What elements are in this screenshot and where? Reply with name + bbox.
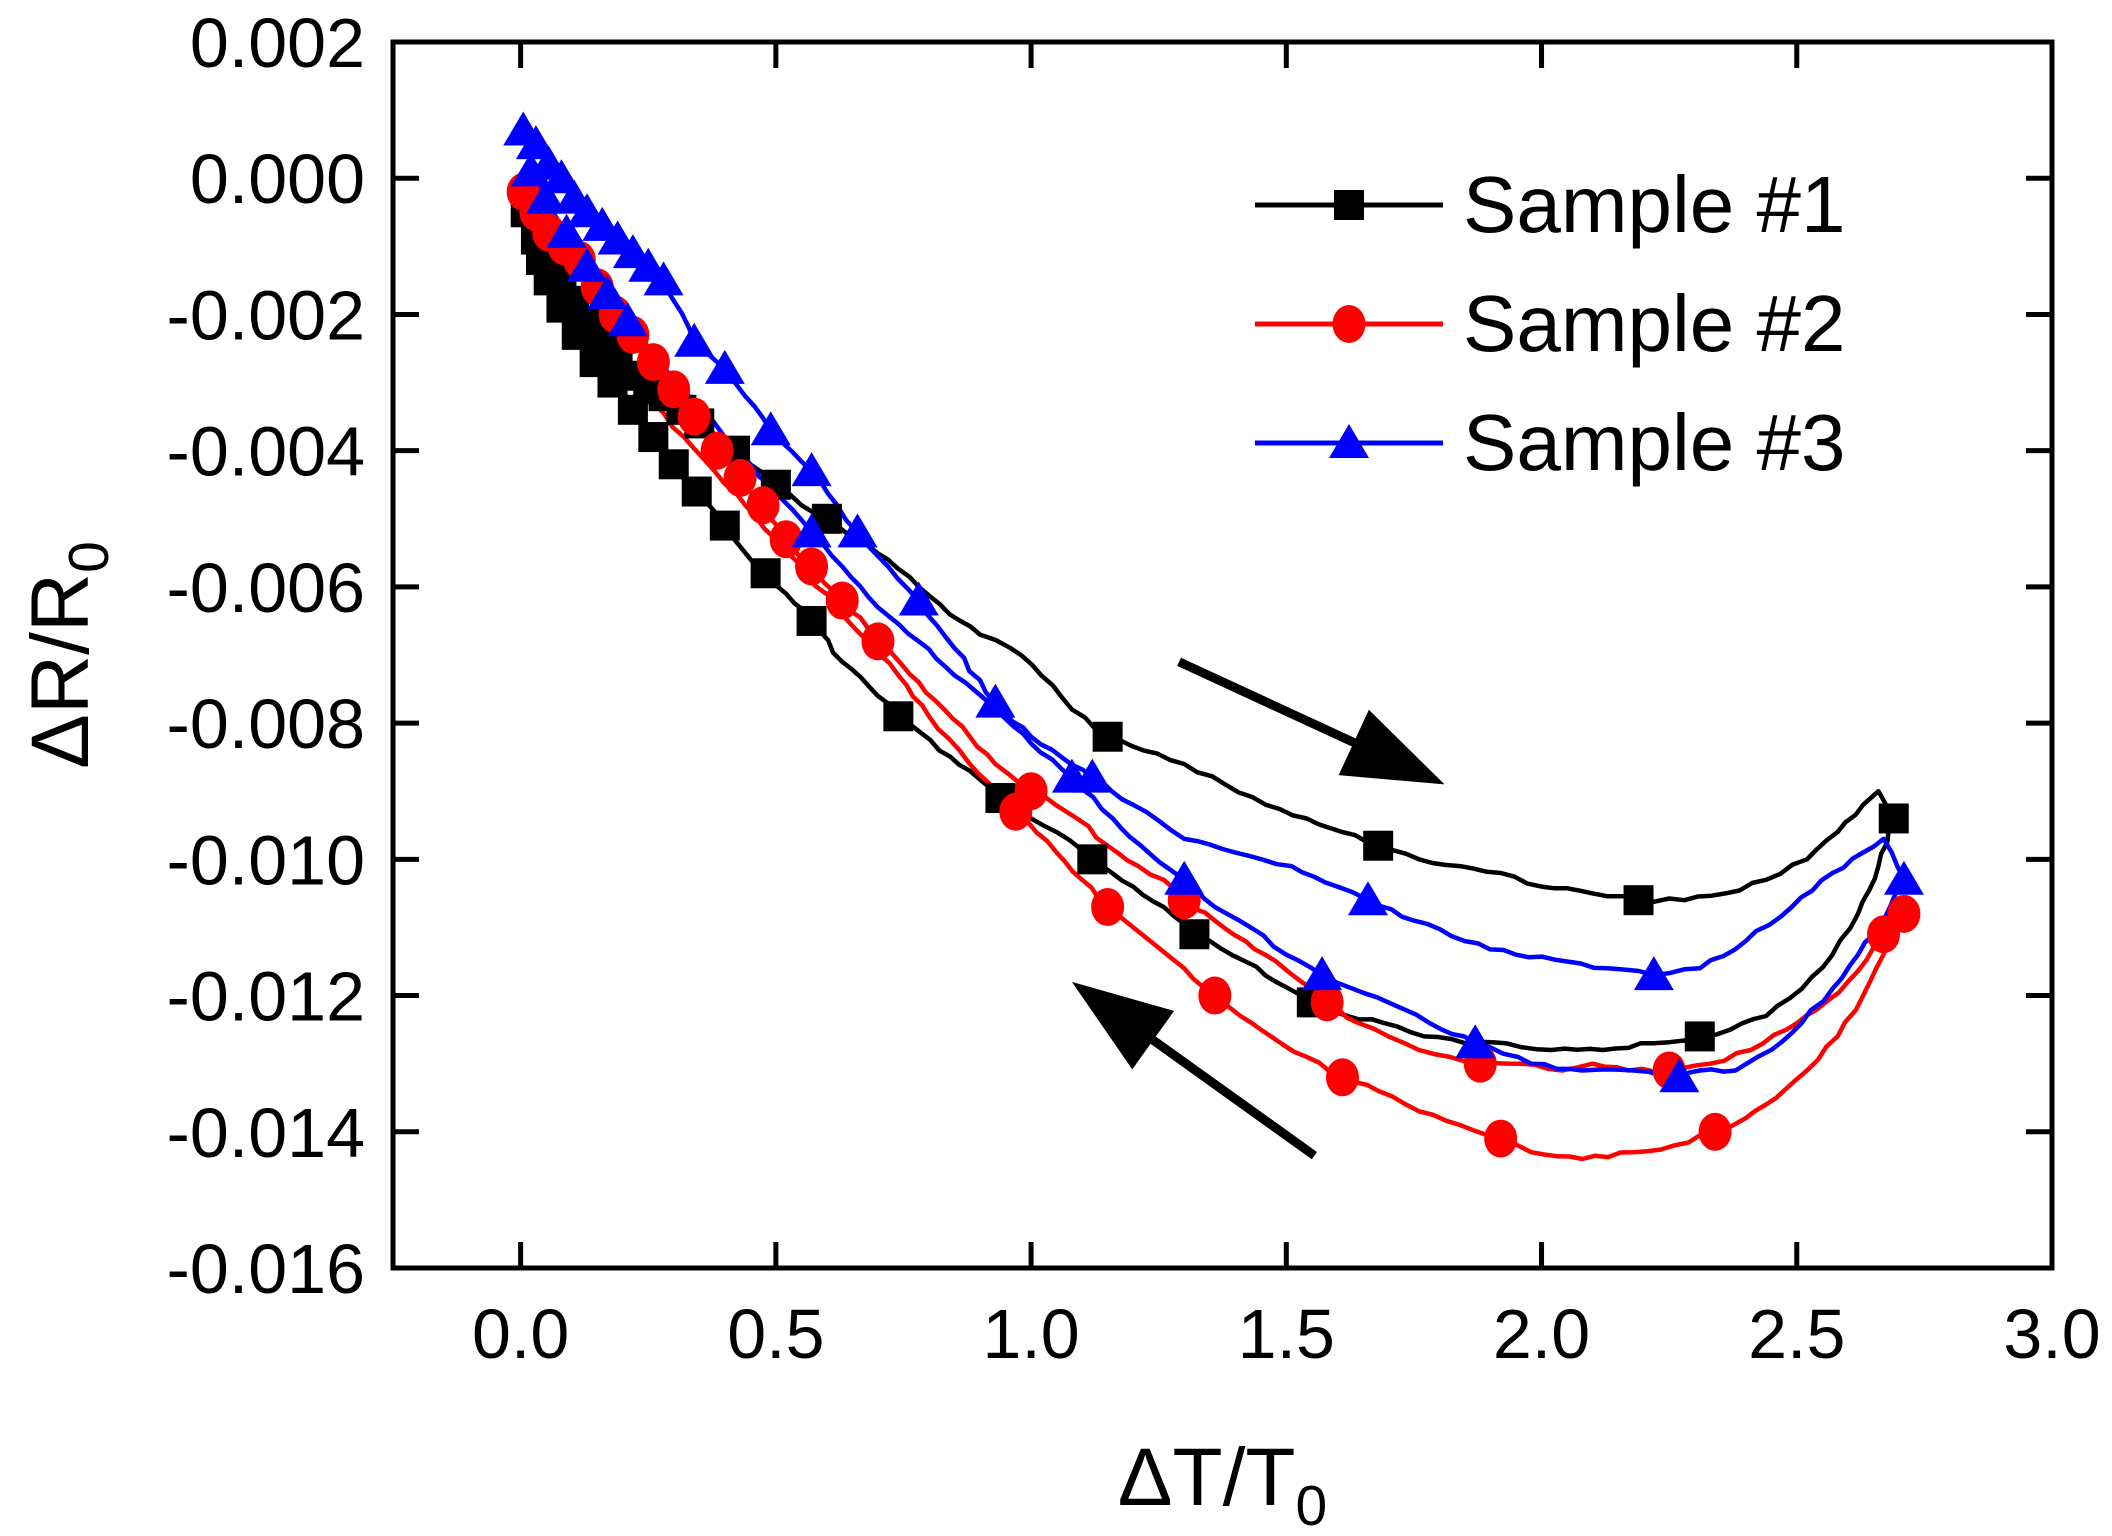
data-marker-square (1363, 830, 1394, 861)
data-marker-circle (1484, 1119, 1518, 1158)
x-tick-label: 3.0 (2003, 1295, 2100, 1373)
data-marker-square (796, 605, 827, 636)
data-marker-square (1092, 721, 1123, 752)
legend-item-sample-2: Sample #2 (1253, 281, 1845, 367)
data-marker-triangle (1051, 758, 1092, 793)
data-marker-triangle (1455, 1024, 1496, 1059)
data-marker-triangle (791, 513, 832, 548)
data-marker-square (1878, 803, 1909, 834)
data-marker-circle (1325, 1058, 1359, 1097)
arrow-head-heating-direction-icon (1338, 709, 1445, 785)
data-marker-square (638, 422, 669, 453)
data-marker-triangle (1633, 956, 1674, 991)
y-tick-label: -0.004 (167, 413, 365, 491)
data-marker-circle (1091, 888, 1125, 927)
legend: Sample #1 Sample #2 Sample #3 (1253, 162, 1845, 486)
y-tick-label: -0.006 (167, 549, 365, 627)
data-marker-triangle (1659, 1058, 1700, 1093)
legend-item-label: Sample #2 (1463, 279, 1846, 368)
x-tick-label: 0.0 (472, 1295, 569, 1373)
legend-item-label: Sample #1 (1463, 160, 1846, 249)
data-marker-square (617, 394, 648, 425)
data-marker-square (1179, 919, 1210, 950)
legend-item-label: Sample #3 (1463, 398, 1846, 487)
x-tick-label: 1.5 (1238, 1295, 1335, 1373)
legend-item-sample-1: Sample #1 (1253, 162, 1845, 248)
data-marker-circle (1198, 976, 1232, 1015)
y-tick-label: -0.016 (167, 1230, 365, 1308)
data-marker-triangle (1164, 860, 1205, 895)
data-marker-circle (795, 547, 829, 586)
data-marker-circle (1887, 894, 1921, 933)
data-marker-circle (723, 458, 757, 497)
data-marker-square (1684, 1021, 1715, 1052)
data-marker-triangle (674, 322, 715, 357)
data-marker-square (750, 558, 781, 589)
y-tick-label: 0.000 (190, 140, 365, 218)
legend-marker-square-icon (1334, 190, 1364, 220)
y-tick-label: -0.014 (167, 1094, 365, 1172)
x-axis-title: ΔT/T0 (1118, 1432, 1327, 1536)
data-marker-square (709, 510, 740, 541)
data-marker-triangle (566, 247, 607, 282)
data-marker-square (658, 449, 689, 480)
data-marker-triangle (587, 275, 628, 310)
data-marker-triangle (643, 261, 684, 296)
legend-marker-triangle-icon (1329, 424, 1369, 458)
data-marker-triangle (1347, 881, 1388, 916)
y-tick-label: -0.008 (167, 685, 365, 763)
data-marker-triangle (975, 683, 1016, 718)
data-marker-square (546, 292, 577, 323)
arrow-line-heating-direction (1177, 657, 1369, 753)
data-marker-square (1623, 885, 1654, 916)
data-marker-circle (1698, 1112, 1732, 1151)
y-tick-label: -0.012 (167, 958, 365, 1036)
data-marker-square (1077, 844, 1108, 875)
data-marker-triangle (607, 302, 648, 337)
data-marker-square (561, 319, 592, 350)
x-tick-label: 0.5 (727, 1295, 824, 1373)
data-marker-circle (657, 370, 691, 409)
data-marker-triangle (510, 152, 551, 187)
data-marker-square (681, 476, 712, 507)
data-marker-triangle (898, 581, 939, 616)
data-marker-triangle (1302, 956, 1343, 991)
x-tick-label: 2.5 (1748, 1295, 1845, 1373)
data-marker-triangle (791, 452, 832, 487)
data-marker-circle (636, 343, 670, 382)
y-tick-label: -0.002 (167, 276, 365, 354)
data-marker-triangle (704, 349, 745, 384)
data-marker-circle (746, 486, 780, 525)
arrow-head-cooling-direction-icon (1071, 981, 1175, 1070)
data-marker-circle (861, 622, 895, 661)
x-tick-label: 1.0 (982, 1295, 1079, 1373)
arrow-line-cooling-direction (1139, 1028, 1318, 1160)
legend-swatch-square-icon (1255, 190, 1443, 220)
data-marker-square (579, 347, 610, 378)
data-marker-triangle (546, 213, 587, 248)
data-marker-triangle (837, 513, 878, 548)
legend-marker-circle-icon (1332, 305, 1366, 343)
data-marker-square (883, 701, 914, 732)
series-path-sample-3 (518, 122, 1907, 1080)
data-marker-circle (1310, 983, 1344, 1022)
y-axis-title: ΔR/R0 (15, 541, 121, 769)
legend-swatch-circle-icon (1255, 305, 1443, 343)
legend-swatch-triangle-icon (1255, 424, 1443, 458)
plot-frame (390, 39, 2055, 1271)
y-tick-label: 0.002 (190, 4, 365, 82)
x-tick-label: 2.0 (1493, 1295, 1590, 1373)
data-marker-triangle (750, 411, 791, 446)
data-marker-circle (677, 397, 711, 436)
legend-item-sample-3: Sample #3 (1253, 400, 1845, 486)
data-marker-circle (825, 581, 859, 620)
data-marker-circle (700, 431, 734, 470)
data-marker-circle (999, 792, 1033, 831)
data-marker-triangle (1883, 860, 1924, 895)
data-marker-circle (769, 520, 803, 559)
y-tick-label: -0.010 (167, 821, 365, 899)
data-marker-triangle (526, 179, 567, 214)
